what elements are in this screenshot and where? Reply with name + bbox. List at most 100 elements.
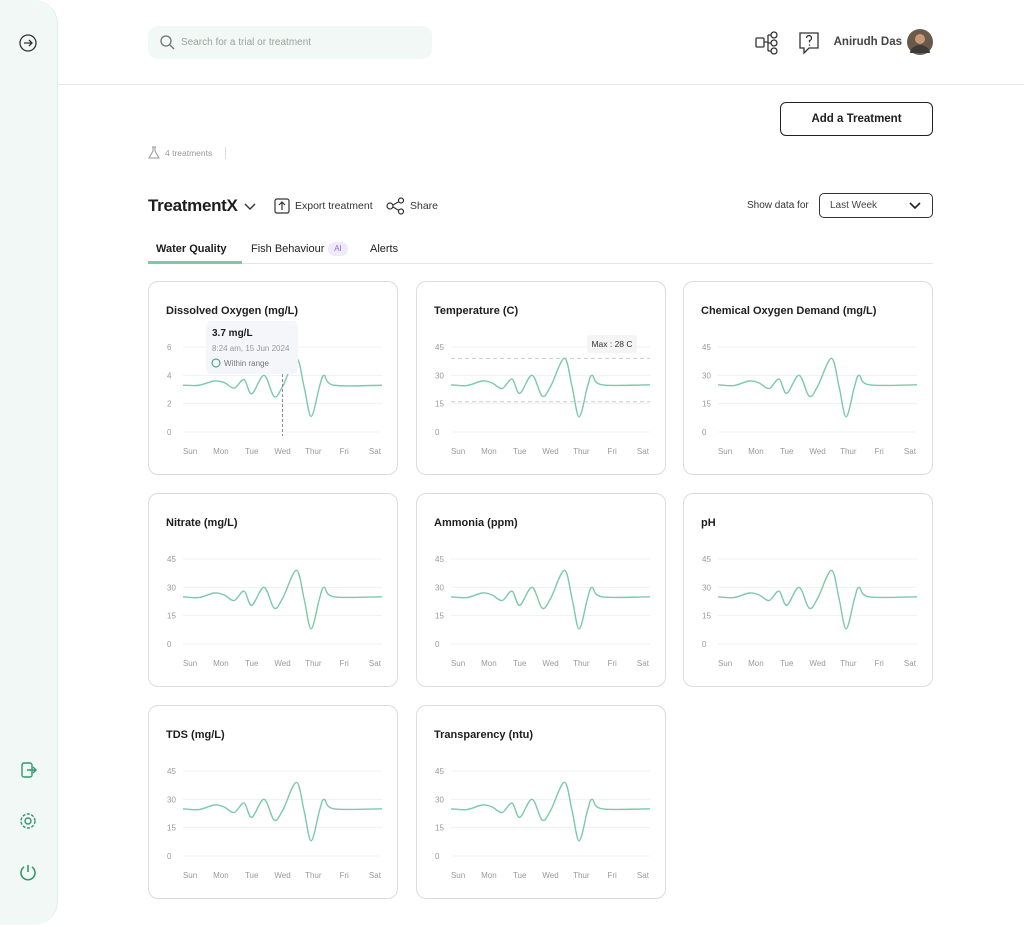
avatar[interactable]: [907, 29, 933, 55]
x-tick-label: Mon: [213, 659, 229, 668]
annotation-box: [586, 335, 637, 353]
x-tick-label: Wed: [274, 871, 290, 880]
x-tick-label: Thur: [573, 871, 590, 880]
y-tick-label: 15: [167, 612, 176, 621]
y-tick-label: 0: [167, 640, 172, 649]
x-tick-label: Tue: [245, 447, 259, 456]
search-box[interactable]: Search for a trial or treatment: [148, 26, 432, 59]
y-tick-label: 2: [167, 400, 172, 409]
x-tick-label: Sun: [450, 659, 464, 668]
x-tick-label: Thur: [305, 659, 322, 668]
share-icon[interactable]: [386, 197, 406, 215]
top-bar: [57, 0, 1024, 85]
flask-icon: [148, 146, 160, 159]
y-tick-label: 0: [702, 640, 707, 649]
y-tick-label: 15: [702, 612, 711, 621]
chart: Ammonia (ppm) 0 15 30 45 Sun Mon Tue Wed Thur Fri S…: [434, 517, 650, 668]
data-line: [182, 569, 383, 630]
x-tick-label: Fri: [607, 447, 617, 456]
chart-title: Ammonia (ppm): [434, 517, 518, 529]
data-line: [717, 357, 918, 418]
help-icon[interactable]: [797, 30, 821, 56]
x-tick-label: Sun: [183, 659, 197, 668]
y-tick-label: 45: [702, 555, 711, 564]
add-treatment-button[interactable]: Add a Treatment: [780, 102, 933, 136]
x-tick-label: Sat: [904, 447, 917, 456]
x-tick-label: Tue: [512, 871, 526, 880]
export-icon[interactable]: [273, 197, 291, 215]
range-value: Last Week: [830, 200, 878, 211]
y-tick-label: 15: [435, 612, 444, 621]
range-chevron: [909, 202, 921, 210]
chart-card: Temperature (C) 0 15 30 45 Sun Mon Tue Wed Thur Fr…: [415, 281, 666, 475]
chart-title: Dissolved Oxygen (mg/L): [166, 305, 298, 317]
tab[interactable]: Fish Behaviour: [251, 243, 325, 255]
x-tick-label: Sat: [636, 447, 649, 456]
logout-icon[interactable]: [18, 760, 38, 780]
y-tick-label: 45: [167, 767, 176, 776]
y-tick-label: 15: [702, 400, 711, 409]
data-line: [182, 357, 383, 418]
chart: Chemical Oxygen Demand (mg/L) 0 15 30 45 Sun M…: [701, 305, 918, 456]
settings-icon[interactable]: [18, 811, 38, 831]
range-select[interactable]: Last Week: [819, 193, 933, 218]
chart-title: Temperature (C): [434, 305, 518, 317]
y-tick-label: 30: [702, 583, 711, 592]
tab[interactable]: Water Quality: [156, 243, 227, 255]
y-tick-label: 4: [167, 371, 172, 380]
sidebar: [0, 0, 58, 925]
y-tick-label: 45: [435, 343, 444, 352]
treatment-count: 4 treatments: [165, 148, 213, 158]
export-treatment[interactable]: Export treatment: [295, 200, 373, 212]
y-tick-label: 30: [435, 795, 444, 804]
chart: Dissolved Oxygen (mg/L) 0 2 4 6 Sun Mon Tue Wed T…: [166, 305, 383, 456]
chart: Transparency (ntu) 0 15 30 45 Sun Mon Tue Wed Thu…: [434, 729, 650, 880]
x-tick-label: Thur: [840, 659, 857, 668]
treatment-name: TreatmentX: [148, 196, 238, 215]
annotation-label: Max : 28 C: [591, 339, 632, 349]
y-tick-label: 6: [167, 343, 172, 352]
x-tick-label: Fri: [874, 659, 884, 668]
x-tick-label: Tue: [780, 659, 794, 668]
y-tick-label: 45: [435, 767, 444, 776]
x-tick-label: Wed: [809, 447, 825, 456]
x-tick-label: Wed: [274, 447, 290, 456]
hierarchy-icon[interactable]: [754, 30, 780, 56]
x-tick-label: Tue: [245, 871, 259, 880]
x-tick-label: Mon: [481, 659, 497, 668]
chart-card: Ammonia (ppm) 0 15 30 45 Sun Mon Tue Wed Thur Fri S…: [415, 493, 666, 687]
x-tick-label: Thur: [573, 659, 590, 668]
data-line: [182, 781, 383, 842]
chart: pH 0 15 30 45 Sun Mon Tue Wed Thur Fri Sat: [701, 517, 918, 668]
x-tick-label: Sat: [369, 447, 382, 456]
x-tick-label: Mon: [748, 447, 764, 456]
y-tick-label: 0: [435, 852, 440, 861]
x-tick-label: Fri: [607, 659, 617, 668]
ai-badge: AI: [328, 242, 348, 256]
x-tick-label: Sun: [718, 447, 732, 456]
y-tick-label: 30: [167, 795, 176, 804]
x-tick-label: Sun: [183, 871, 197, 880]
chart-title: Nitrate (mg/L): [166, 517, 238, 529]
share[interactable]: Share: [410, 200, 439, 212]
y-tick-label: 30: [167, 583, 176, 592]
treatment-dropdown[interactable]: [243, 199, 257, 213]
chart: Temperature (C) 0 15 30 45 Sun Mon Tue Wed Thur Fr…: [434, 305, 650, 456]
x-tick-label: Fri: [339, 659, 349, 668]
power-icon[interactable]: [18, 862, 38, 882]
expand-icon[interactable]: [18, 33, 38, 53]
x-tick-label: Wed: [809, 659, 825, 668]
y-tick-label: 45: [167, 555, 176, 564]
tab[interactable]: Alerts: [370, 243, 399, 255]
x-tick-label: Mon: [213, 447, 229, 456]
chart-title: Transparency (ntu): [434, 729, 533, 741]
user-name: Anirudh Das: [833, 36, 902, 48]
y-tick-label: 45: [702, 343, 711, 352]
separator: [225, 147, 226, 159]
x-tick-label: Tue: [245, 659, 259, 668]
y-tick-label: 30: [702, 371, 711, 380]
y-tick-label: 0: [167, 428, 172, 437]
x-tick-label: Thur: [840, 447, 857, 456]
status-icon: [211, 358, 221, 368]
